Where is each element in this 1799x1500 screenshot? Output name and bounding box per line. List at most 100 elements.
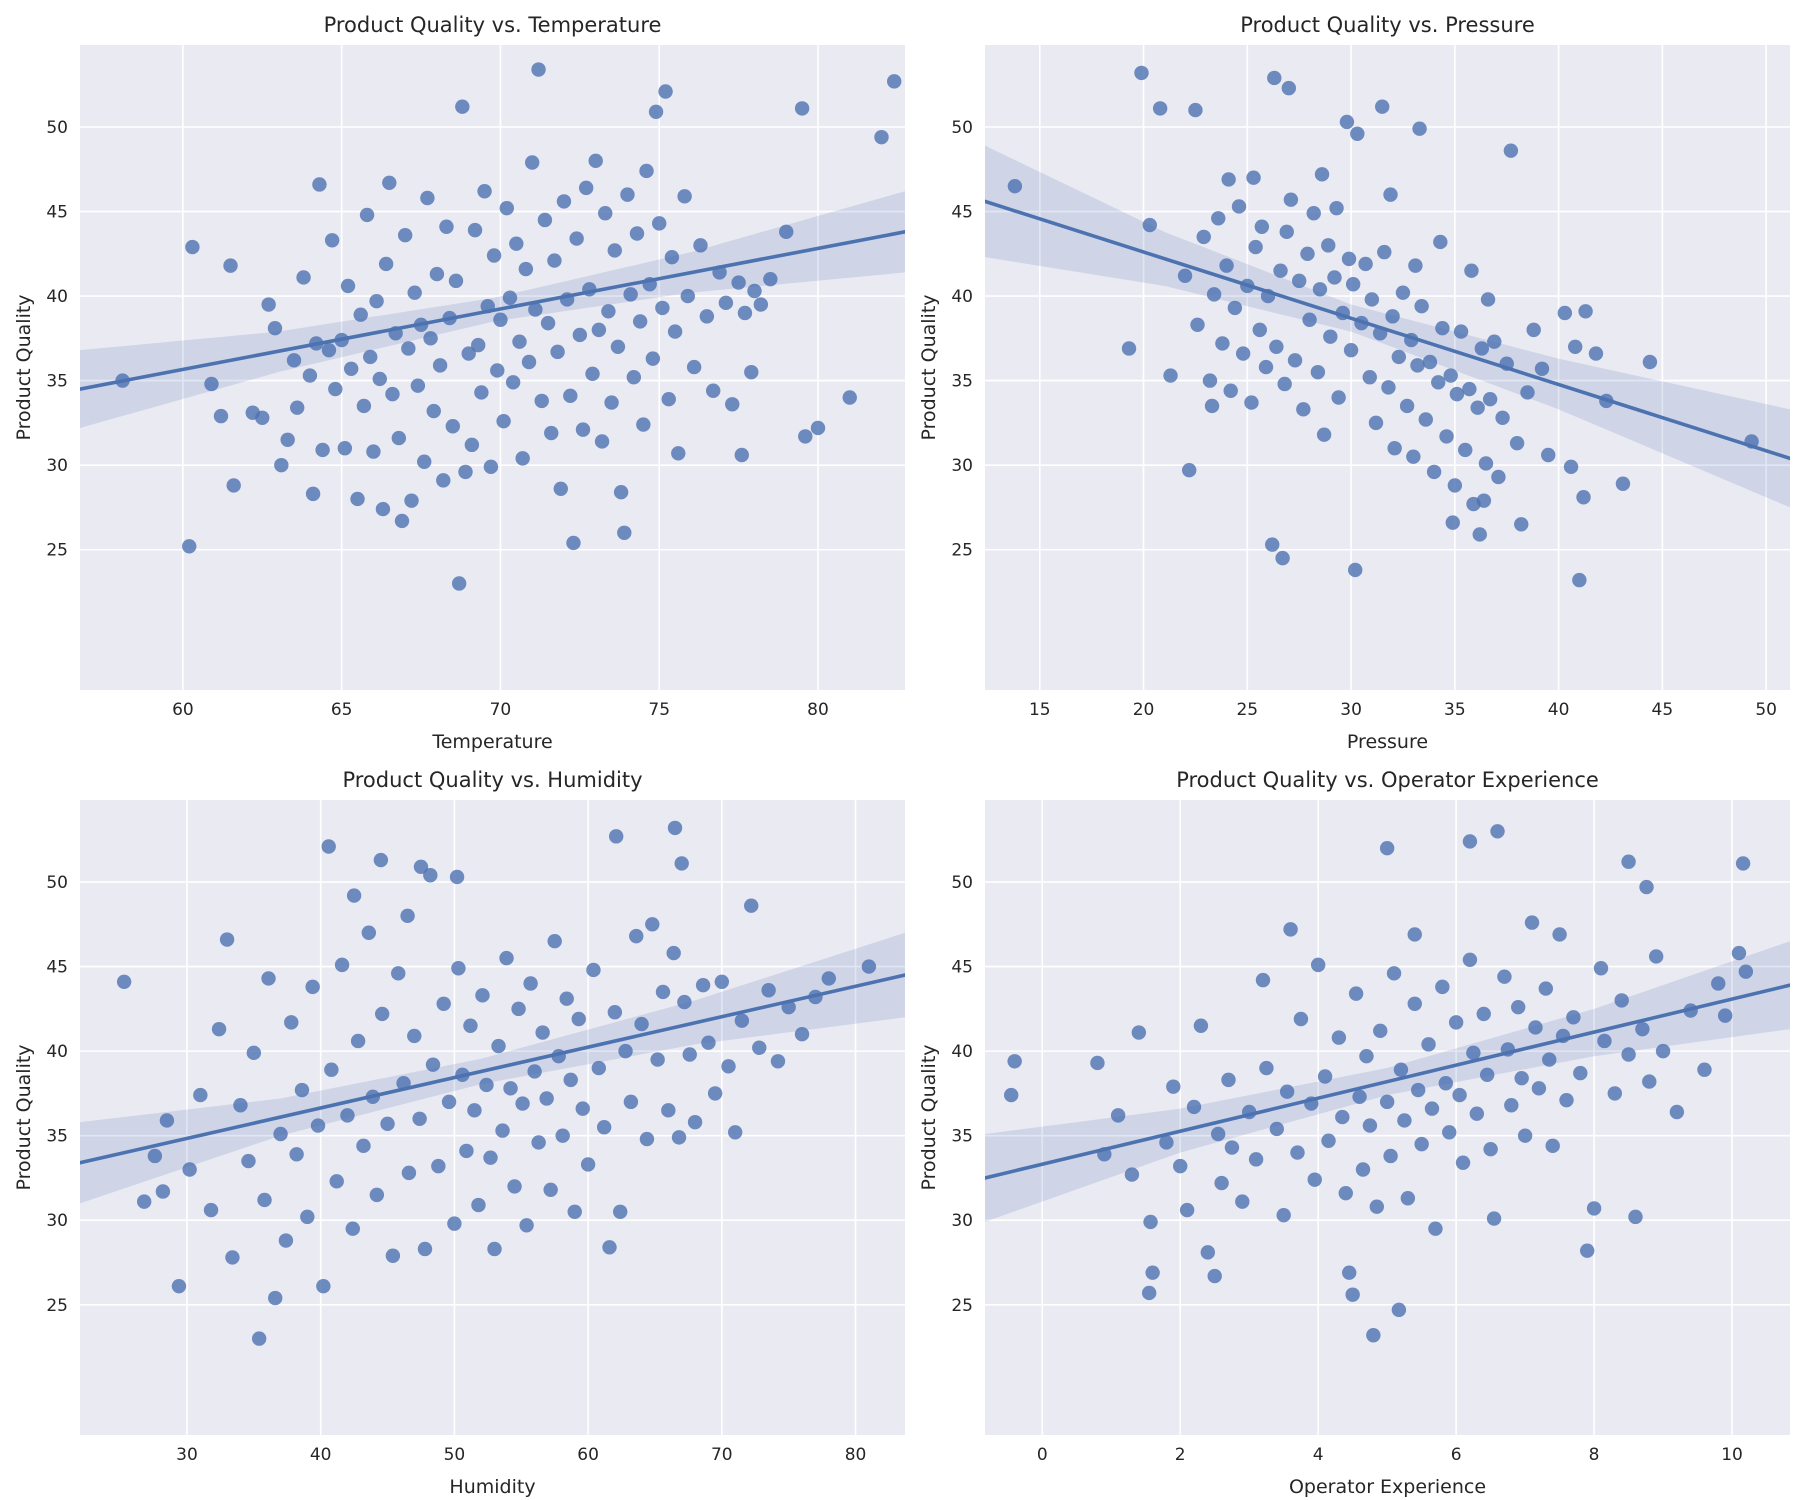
- data-point: [763, 271, 778, 287]
- data-point: [1276, 1207, 1291, 1223]
- data-point: [385, 1248, 401, 1263]
- data-point: [887, 74, 902, 89]
- data-point: [448, 273, 464, 289]
- data-point: [474, 385, 489, 400]
- y-tick-label: 30: [951, 456, 973, 476]
- data-point: [578, 180, 594, 196]
- data-point: [658, 84, 673, 99]
- plot-area: [985, 824, 1790, 1343]
- y-tick-label: 35: [46, 372, 68, 392]
- plot-area: [80, 820, 905, 1346]
- data-point: [1221, 1072, 1236, 1088]
- data-point: [1503, 143, 1519, 158]
- data-point: [518, 261, 534, 277]
- data-point: [1348, 562, 1363, 578]
- data-point: [1462, 952, 1478, 968]
- data-point: [1362, 1118, 1378, 1133]
- data-point: [586, 962, 601, 978]
- data-point: [511, 1001, 526, 1017]
- data-point: [1576, 490, 1591, 505]
- data-point: [1373, 1023, 1388, 1039]
- data-point: [1568, 339, 1583, 354]
- data-point: [429, 266, 445, 282]
- data-point: [1615, 476, 1631, 491]
- data-point: [1273, 263, 1288, 278]
- data-point: [1383, 1148, 1398, 1164]
- data-point: [1418, 412, 1433, 427]
- data-point: [219, 932, 235, 947]
- data-point: [1159, 1135, 1174, 1150]
- data-point: [645, 917, 660, 932]
- data-point: [652, 216, 667, 231]
- data-point: [1476, 1006, 1491, 1022]
- data-point: [346, 888, 362, 903]
- data-point: [420, 190, 435, 206]
- x-tick-label: 60: [577, 1445, 599, 1465]
- data-point: [1738, 964, 1754, 979]
- data-point: [1190, 317, 1205, 333]
- data-point: [686, 359, 702, 375]
- data-point: [1302, 312, 1317, 327]
- data-point: [431, 1158, 446, 1174]
- data-point: [1290, 1145, 1305, 1160]
- data-point: [636, 417, 651, 432]
- data-point: [1381, 380, 1396, 395]
- data-point: [1193, 1018, 1209, 1033]
- data-point: [1559, 1092, 1574, 1108]
- data-point: [1642, 1074, 1657, 1089]
- data-point: [1717, 1008, 1733, 1023]
- data-point: [1410, 1082, 1426, 1098]
- data-point: [1327, 270, 1342, 285]
- data-point: [707, 1086, 723, 1101]
- data-point: [1621, 854, 1636, 869]
- data-point: [1412, 121, 1427, 136]
- data-point: [1542, 1052, 1557, 1067]
- x-tick-label: 6: [1451, 1445, 1462, 1465]
- data-point: [407, 1028, 422, 1044]
- y-tick-label: 35: [951, 372, 973, 392]
- data-point: [1269, 1121, 1284, 1137]
- data-point: [1458, 442, 1473, 458]
- y-tick-label: 45: [46, 958, 68, 978]
- data-point: [617, 525, 632, 540]
- data-point: [502, 290, 518, 305]
- data-point: [268, 1290, 283, 1306]
- data-point: [1557, 305, 1573, 321]
- data-point: [1462, 381, 1477, 397]
- data-point: [1474, 341, 1490, 356]
- data-point: [1182, 463, 1197, 478]
- data-point: [296, 270, 311, 285]
- data-point: [1588, 346, 1604, 361]
- data-point: [1466, 1045, 1481, 1061]
- data-point: [1452, 1087, 1467, 1103]
- data-point: [553, 481, 568, 497]
- data-point: [1541, 447, 1556, 463]
- data-point: [794, 1027, 810, 1042]
- data-point: [515, 451, 530, 466]
- data-point: [699, 309, 715, 324]
- data-point: [375, 501, 391, 517]
- data-point: [294, 1082, 310, 1098]
- data-point: [752, 1040, 767, 1055]
- data-point: [257, 1192, 272, 1208]
- data-point: [1453, 324, 1469, 339]
- data-point: [1391, 349, 1407, 365]
- data-point: [328, 381, 343, 397]
- y-tick-label: 30: [951, 1211, 973, 1231]
- data-point: [458, 464, 473, 480]
- subplot-operator-experience: Product Quality vs. Operator Experience 0…: [918, 768, 1790, 1498]
- data-point: [534, 393, 549, 409]
- data-point: [475, 988, 490, 1003]
- data-point: [1479, 1067, 1495, 1083]
- data-point: [193, 1087, 208, 1103]
- data-point: [1166, 1079, 1181, 1094]
- data-point: [515, 1096, 530, 1111]
- data-point: [204, 376, 219, 392]
- data-point: [278, 1233, 294, 1248]
- data-point: [535, 1025, 550, 1040]
- data-point: [1655, 1043, 1671, 1059]
- data-point: [171, 1278, 187, 1294]
- data-point: [284, 1015, 299, 1030]
- data-point: [1281, 80, 1297, 96]
- data-point: [1207, 1268, 1222, 1284]
